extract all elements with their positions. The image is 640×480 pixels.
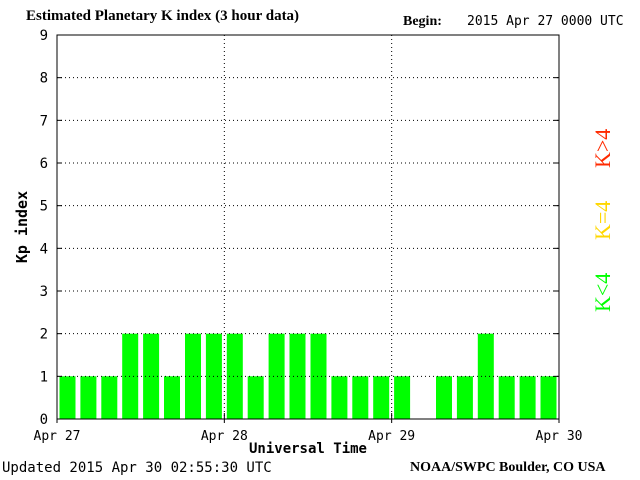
y-axis-label: Kp index: [13, 191, 31, 263]
begin-value: 2015 Apr 27 0000 UTC: [467, 14, 624, 29]
bars-layer: [59, 333, 557, 419]
kp-bar: [226, 333, 243, 419]
kp-bar: [80, 376, 97, 419]
y-tick-label: 7: [40, 113, 48, 129]
x-tick-label: Apr 29: [368, 429, 415, 444]
plot-frame: [56, 34, 560, 420]
y-tick-label: 9: [40, 28, 48, 44]
kp-bar: [122, 333, 139, 419]
y-tick-label: 8: [40, 71, 48, 87]
source-credit: NOAA/SWPC Boulder, CO USA: [410, 460, 606, 475]
kp-bar: [143, 333, 160, 419]
kp-bar: [352, 376, 369, 419]
kp-bar: [247, 376, 264, 419]
kp-bar: [331, 376, 348, 419]
legend-storm: K>4: [590, 128, 615, 168]
x-tick-label: Apr 28: [201, 429, 248, 444]
legend-active: K=4: [590, 200, 615, 240]
kp-bar: [498, 376, 515, 419]
y-tick-label: 1: [40, 369, 48, 385]
y-tick-label: 2: [40, 327, 48, 343]
y-axis: 0 1 2 3 4 5 6 7 8 9: [40, 28, 559, 428]
kp-bar: [394, 376, 411, 419]
kp-bar: [373, 376, 390, 419]
chart-title: Estimated Planetary K index (3 hour data…: [26, 8, 300, 24]
grid-layer: [57, 35, 559, 419]
kp-bar: [268, 333, 285, 419]
kp-bar: [59, 376, 76, 419]
kp-bar: [101, 376, 118, 419]
x-tick-label: Apr 30: [536, 429, 583, 444]
legend-quiet: K<4: [590, 272, 615, 312]
begin-label: Begin:: [403, 14, 442, 29]
y-tick-label: 0: [40, 412, 48, 428]
kp-bar: [436, 376, 452, 419]
kp-bar: [456, 376, 473, 419]
kp-bar: [164, 376, 180, 419]
updated-timestamp: Updated 2015 Apr 30 02:55:30 UTC: [2, 460, 272, 476]
kp-bar: [310, 333, 327, 419]
y-tick-label: 3: [40, 284, 48, 300]
y-tick-label: 5: [40, 199, 48, 215]
x-axis: Apr 27 Apr 28 Apr 29 Apr 30: [34, 413, 583, 444]
x-axis-label: Universal Time: [249, 441, 367, 457]
kp-bar: [519, 376, 536, 419]
y-tick-label: 4: [40, 241, 48, 257]
y-tick-label: 6: [40, 156, 48, 172]
x-tick-label: Apr 27: [34, 429, 81, 444]
kp-bar: [540, 376, 557, 419]
